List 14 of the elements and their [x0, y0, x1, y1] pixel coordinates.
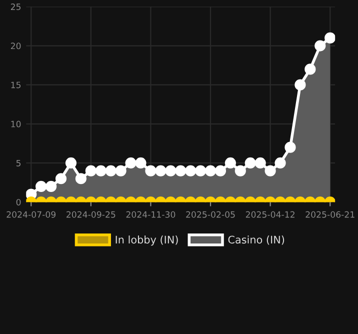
y-tick-label: 15: [11, 82, 21, 88]
y-tick-label: 25: [10, 4, 21, 10]
y-tick-label: 10: [11, 120, 21, 128]
x-tick-label: 2024-11-30: [126, 211, 176, 218]
y-tick-label: 0: [16, 198, 21, 206]
y-tick-label: 20: [10, 42, 21, 50]
x-tick-label: 2025-06-21: [306, 211, 354, 218]
y-tick-label: 5: [16, 160, 21, 166]
x-tick-label: 2024-07-09: [6, 211, 56, 218]
x-tick-label: 2024-09-25: [66, 211, 116, 218]
legend-label: Casino (IN): [228, 236, 284, 245]
legend-label: In lobby (IN): [116, 236, 178, 246]
x-tick-label: 2025-02-05: [186, 211, 235, 218]
x-tick-label: 2025-04-12: [246, 211, 294, 218]
